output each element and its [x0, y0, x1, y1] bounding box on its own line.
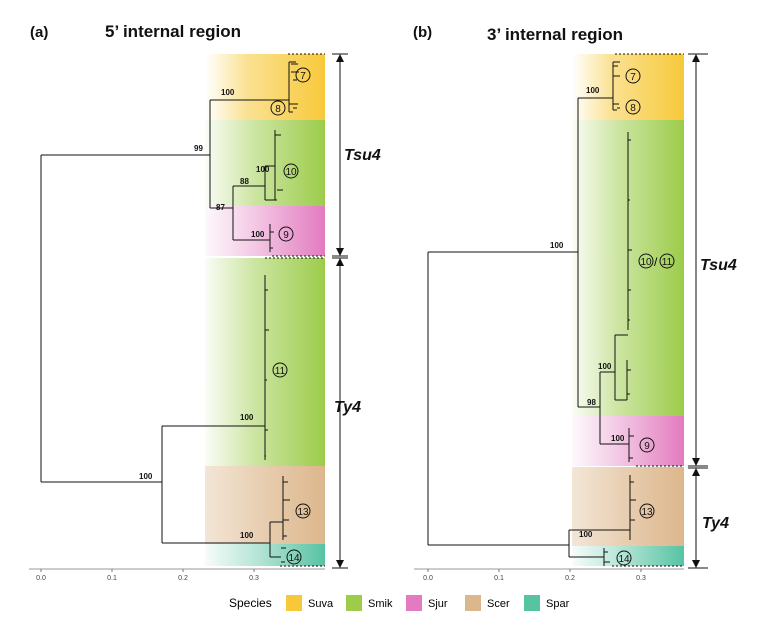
- band-sjur: [572, 416, 684, 466]
- panel-a: (a) 5’ internal region 100: [29, 22, 381, 582]
- svg-text:11: 11: [275, 366, 286, 377]
- panel-a-label: (a): [30, 24, 48, 41]
- bootstrap-label: 98: [587, 398, 596, 407]
- bootstrap-label: 100: [579, 530, 593, 539]
- bootstrap-label: 87: [216, 203, 225, 212]
- legend-swatch-spar: [524, 595, 540, 611]
- band-scer: [205, 466, 325, 544]
- svg-text:9: 9: [644, 441, 650, 452]
- legend-label-smik: Smik: [368, 598, 393, 610]
- clade-marker: 11: [659, 253, 675, 269]
- clade-marker: 10: [638, 253, 654, 269]
- panel-b: (b) 3’ internal region 100 100 100 98 10…: [413, 24, 737, 582]
- svg-text:11: 11: [662, 257, 673, 268]
- clade-marker: 7: [625, 68, 641, 84]
- tick-label: 0.3: [249, 575, 259, 582]
- clade-marker: 14: [616, 550, 632, 566]
- clade-marker: 8: [270, 100, 286, 116]
- svg-text:10: 10: [640, 257, 652, 268]
- legend-swatch-scer: [465, 595, 481, 611]
- ty4-bracket: [332, 257, 348, 569]
- panel-a-title: 5’ internal region: [105, 22, 241, 41]
- clade-marker: 7: [295, 67, 311, 83]
- bootstrap-label: 100: [611, 434, 625, 443]
- tick-label: 0.3: [636, 575, 646, 582]
- legend-title: Species: [229, 596, 272, 610]
- bootstrap-label: 100: [598, 362, 612, 371]
- tick-label: 0.0: [423, 575, 433, 582]
- panel-b-title: 3’ internal region: [487, 25, 623, 44]
- clade-marker: 13: [639, 503, 655, 519]
- tick-label: 0.0: [36, 575, 46, 582]
- band-suva: [205, 54, 325, 120]
- legend-label-suva: Suva: [308, 598, 334, 610]
- legend: Species Suva Smik Sjur Scer Spar: [229, 595, 570, 611]
- svg-text:14: 14: [288, 553, 300, 564]
- group-label-tsu4: Tsu4: [700, 257, 737, 274]
- bootstrap-label: 100: [240, 531, 254, 540]
- band-spar: [572, 546, 684, 566]
- svg-text:9: 9: [283, 230, 289, 241]
- clade-marker: 8: [625, 99, 641, 115]
- legend-label-sjur: Sjur: [428, 598, 448, 610]
- bootstrap-label: 100: [550, 241, 564, 250]
- bootstrap-label: 88: [240, 177, 249, 186]
- panel-b-label: (b): [413, 24, 432, 41]
- axis-a: 0.0 0.1 0.2 0.3: [29, 568, 325, 582]
- group-label-ty4: Ty4: [334, 399, 361, 416]
- axis-b: 0.0 0.1 0.2 0.3: [414, 568, 684, 582]
- tsu4-bracket: [688, 53, 708, 467]
- clade-marker: 13: [295, 503, 311, 519]
- tick-label: 0.1: [107, 575, 117, 582]
- svg-text:14: 14: [618, 554, 630, 565]
- group-label-ty4: Ty4: [702, 515, 729, 532]
- legend-swatch-suva: [286, 595, 302, 611]
- ty4-bracket: [688, 467, 708, 569]
- svg-text:10: 10: [285, 167, 297, 178]
- tsu4-bracket: [332, 53, 348, 257]
- tick-label: 0.1: [494, 575, 504, 582]
- bootstrap-label: 100: [240, 413, 254, 422]
- tick-label: 0.2: [178, 575, 188, 582]
- svg-text:7: 7: [300, 71, 306, 82]
- legend-label-scer: Scer: [487, 598, 510, 610]
- clade-marker: 9: [278, 226, 294, 242]
- band-sjur: [205, 206, 325, 256]
- tree-b: [427, 61, 636, 566]
- svg-text:7: 7: [630, 72, 636, 83]
- svg-text:8: 8: [630, 103, 636, 114]
- bootstrap-label: 100: [221, 88, 235, 97]
- bootstrap-label: 100: [586, 86, 600, 95]
- legend-swatch-sjur: [406, 595, 422, 611]
- group-label-tsu4: Tsu4: [344, 147, 381, 164]
- bootstrap-label: 100: [256, 165, 270, 174]
- bootstrap-label: 100: [251, 230, 265, 239]
- band-suva: [572, 54, 684, 120]
- bootstrap-label: 100: [139, 472, 153, 481]
- svg-text:13: 13: [641, 507, 653, 518]
- band-spar: [205, 544, 325, 566]
- legend-label-spar: Spar: [546, 598, 570, 610]
- bootstrap-label: 99: [194, 144, 203, 153]
- legend-swatch-smik: [346, 595, 362, 611]
- svg-text:8: 8: [275, 104, 281, 115]
- svg-text:13: 13: [297, 507, 309, 518]
- tick-label: 0.2: [565, 575, 575, 582]
- clade-marker: 14: [286, 549, 302, 565]
- tree-a: [40, 61, 299, 563]
- clade-separator: /: [654, 255, 658, 269]
- clade-marker: 10: [283, 163, 299, 179]
- clade-marker: 11: [272, 362, 288, 378]
- clade-marker: 9: [639, 437, 655, 453]
- band-scer: [572, 467, 684, 546]
